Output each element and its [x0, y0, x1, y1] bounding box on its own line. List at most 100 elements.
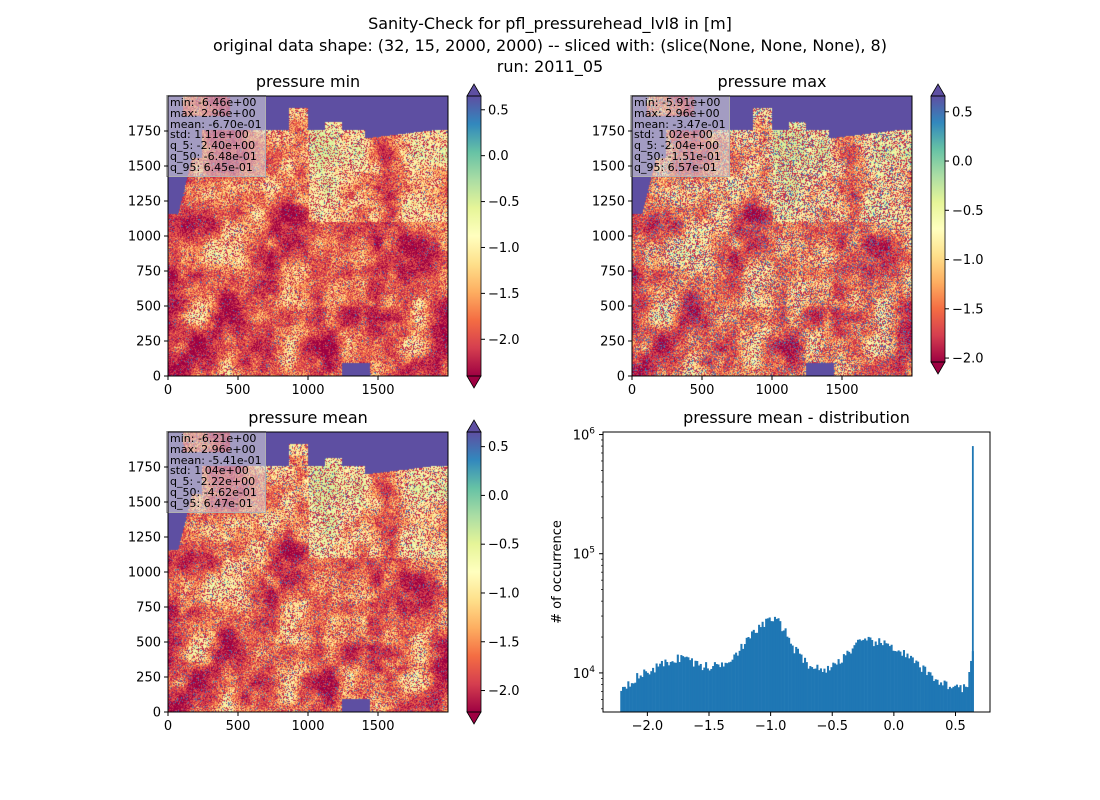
histogram-bar: [660, 660, 663, 712]
histogram-bar: [795, 646, 798, 712]
stat-mean: mean: -5.41e-01: [170, 453, 262, 467]
histogram-bar: [689, 660, 692, 712]
colorbar-tick-label: 0.0: [952, 155, 973, 170]
histogram-bar: [788, 637, 791, 712]
histogram-bar: [777, 618, 780, 712]
histogram-bar: [825, 672, 828, 712]
colorbar-2: 0.5 0.0 −0.5 −1.0 −1.5 −2.0: [466, 419, 520, 725]
stat-q95: q_95: 6.47e-01: [170, 496, 253, 510]
histogram-bar: [955, 684, 959, 712]
x-tick-label: 1500: [361, 719, 394, 734]
histogram-bar: [864, 638, 867, 712]
histogram-bar: [747, 637, 750, 712]
histogram-bar: [752, 629, 755, 712]
histogram-bar: [773, 616, 777, 712]
histogram-bar: [671, 661, 674, 712]
histogram-bar: [636, 673, 639, 712]
histogram-bar: [834, 663, 837, 712]
histogram-bar: [676, 654, 679, 712]
histogram-bar: [957, 687, 960, 712]
histogram-bar: [906, 653, 909, 712]
histogram-bar: [823, 668, 826, 712]
histogram-bar: [696, 661, 699, 712]
colorbar-tick-label: 0.5: [488, 103, 509, 118]
y-tick-label: 1500: [128, 496, 161, 511]
colorbar-gradient: [467, 96, 481, 376]
axes-frame: [631, 95, 913, 377]
histogram-bar: [819, 668, 822, 712]
x-tick-label: 1000: [755, 383, 788, 398]
histogram-bar: [736, 655, 739, 712]
histogram-bar: [936, 679, 939, 712]
histogram-bar: [742, 648, 745, 712]
histogram-bar: [733, 654, 736, 712]
histogram-bar: [789, 643, 792, 712]
histogram-bar: [731, 659, 734, 712]
histogram-bar: [675, 662, 678, 712]
histogram-bar: [720, 662, 724, 712]
y-tick-label: 250: [136, 671, 161, 686]
histogram-bar: [897, 650, 900, 712]
y-tick-label: 1500: [128, 160, 161, 175]
y-tick-label: 250: [136, 335, 161, 350]
colorbar-tick-label: −1.5: [488, 287, 520, 302]
histogram-bar: [722, 666, 725, 712]
map-axes-0: 0 500 1000 1500 0 250 500 750 1000 1250 1500 1750: [128, 95, 449, 398]
histogram-bar: [971, 446, 974, 712]
histogram-bar: [726, 663, 729, 712]
colorbar-gradient: [931, 96, 945, 362]
histogram-bar: [793, 653, 796, 712]
histogram-bar: [867, 636, 870, 712]
histogram-bar: [715, 664, 718, 712]
histogram-bar: [851, 648, 854, 712]
histogram-bar: [901, 655, 904, 712]
x-tick-label: −1.0: [755, 719, 787, 734]
y-tick-label: 1250: [592, 195, 625, 210]
stat-min: min: -5.91e+00: [634, 96, 721, 109]
histogram-bar: [924, 666, 927, 712]
histogram-bar: [644, 671, 648, 712]
histogram-bar: [940, 682, 943, 712]
histogram-bar: [892, 650, 895, 712]
stats-box-mean: min: -6.21e+00 max: 2.96e+00 mean: -5.41…: [166, 431, 266, 513]
histogram-bar: [697, 665, 701, 712]
stat-min: min: -6.46e+00: [170, 96, 257, 109]
histogram-bar: [913, 663, 916, 712]
histogram-bar: [745, 637, 748, 712]
histogram-bar: [701, 670, 704, 712]
histogram-bar: [895, 651, 898, 712]
colorbar-tick-label: −2.0: [488, 333, 520, 348]
histogram-bar: [622, 686, 625, 712]
histogram-bar: [791, 645, 794, 712]
histogram-bar: [945, 681, 948, 712]
histogram-bar: [879, 642, 883, 712]
colorbar-frame: [930, 95, 946, 363]
histogram-bar: [659, 663, 662, 712]
histogram-bar: [634, 682, 637, 712]
histogram-bar: [699, 663, 702, 712]
histogram-bar: [666, 662, 669, 712]
histogram-bar: [735, 652, 738, 712]
figure-title-line-2: original data shape: (32, 15, 2000, 2000…: [213, 36, 887, 55]
axes-frame: [167, 431, 449, 713]
histogram-bar: [809, 666, 812, 712]
histogram-bar: [961, 692, 964, 712]
colorbar-1: 0.5 0.0 −0.5 −1.0 −1.5 −2.0: [930, 83, 984, 375]
histogram-bar: [922, 665, 925, 712]
histogram-bar: [848, 651, 851, 712]
histogram-bar: [858, 639, 861, 712]
colorbar-extend-top: [930, 83, 946, 97]
stat-std: std: 1.04e+00: [170, 464, 249, 478]
histogram-bar: [839, 663, 842, 712]
histogram-bar: [874, 641, 877, 712]
colorbar-frame: [466, 431, 482, 713]
histogram-axes: −2.0 −1.5 −1.0 −0.5 0.0 0.5 104 105 106 # of occu…: [550, 427, 991, 734]
x-tick-label: 0: [628, 383, 636, 398]
histogram-bar: [652, 667, 655, 712]
histogram-bar: [743, 644, 746, 712]
histogram-bar: [685, 656, 688, 712]
histogram-bar: [687, 657, 690, 712]
histogram-bar: [682, 656, 685, 712]
histogram-bar: [643, 669, 646, 712]
histogram-bar: [826, 665, 830, 712]
